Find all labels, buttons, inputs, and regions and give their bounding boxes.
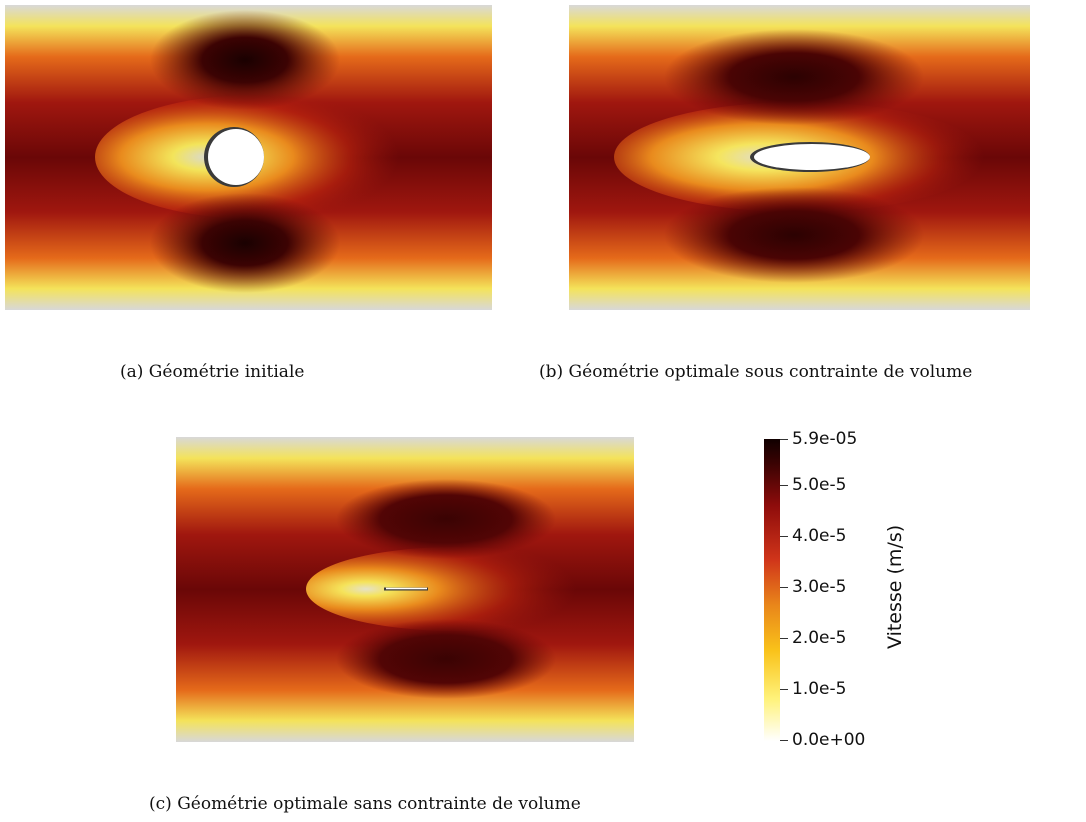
caption-b: (b) Géométrie optimale sous contrainte d… — [539, 362, 973, 382]
colorbar-tick-label-2: 4.0e-5 — [792, 526, 847, 546]
colorbar-tick-4 — [780, 638, 788, 639]
colorbar-tick-6 — [780, 740, 788, 741]
caption-a: (a) Géométrie initiale — [120, 362, 305, 382]
panel-c-velocity-field — [176, 437, 634, 742]
colorbar-tick-label-3: 3.0e-5 — [792, 577, 847, 597]
colorbar-tick-5 — [780, 689, 788, 690]
colorbar-tick-1 — [780, 485, 788, 486]
colorbar-tick-label-4: 2.0e-5 — [792, 628, 847, 648]
colorbar-tick-label-0: 5.9e-05 — [792, 429, 858, 449]
caption-c: (c) Géométrie optimale sans contrainte d… — [149, 794, 581, 814]
colorbar-tick-2 — [780, 536, 788, 537]
colorbar — [764, 439, 780, 741]
panel-a-velocity-field — [5, 5, 492, 310]
colorbar-tick-0 — [780, 439, 788, 440]
colorbar-tick-3 — [780, 587, 788, 588]
colorbar-tick-label-5: 1.0e-5 — [792, 679, 847, 699]
colorbar-tick-label-1: 5.0e-5 — [792, 475, 847, 495]
colorbar-title: Vitesse (m/s) — [884, 524, 906, 649]
colorbar-tick-label-6: 0.0e+00 — [792, 730, 866, 750]
panel-b-velocity-field — [569, 5, 1030, 310]
